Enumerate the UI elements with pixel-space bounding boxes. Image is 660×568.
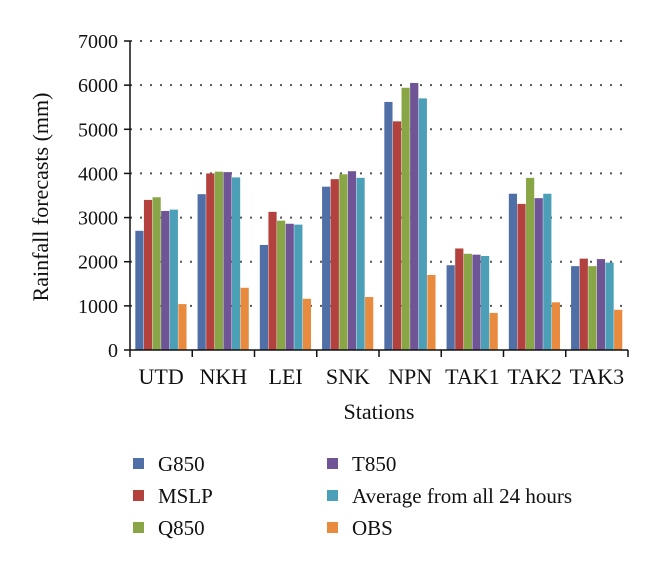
legend-label: G850 — [158, 452, 205, 476]
axes — [124, 40, 629, 357]
bar-npn-mslp — [392, 121, 402, 350]
bar-lei-g850 — [259, 244, 269, 350]
bar-tak1-t850 — [472, 254, 481, 350]
bar-nkh-mslp — [206, 173, 215, 350]
x-category-label: UTD — [139, 364, 184, 389]
x-axis-title: Stations — [344, 399, 415, 424]
bar-lei-obs — [302, 298, 312, 350]
bar-tak1-g850 — [446, 265, 455, 350]
y-tick-label: 2000 — [78, 252, 118, 274]
x-category-labels: UTD NKH LEI SNK NPN TAK1 TAK2 TAK3 — [139, 364, 625, 389]
legend-swatch — [133, 490, 144, 501]
y-tick-label: 3000 — [78, 208, 118, 230]
bar-tak2-obs — [551, 302, 561, 350]
bar-tak2-t850 — [534, 198, 543, 350]
y-axis-title: Rainfall forecasts (mm) — [28, 93, 53, 302]
y-tick-label: 6000 — [78, 75, 118, 97]
legend-swatch — [327, 522, 338, 533]
bar-utd-t850 — [161, 210, 170, 350]
bar-tak1-obs — [489, 312, 498, 350]
legend-swatch — [133, 522, 144, 533]
legend-swatch — [133, 458, 144, 469]
y-tick-labels: 0 1000 2000 3000 4000 5000 6000 7000 — [78, 31, 118, 362]
bar-tak3-average-from-all-24-hours — [605, 262, 614, 350]
bar-npn-q850 — [401, 87, 410, 350]
bar-nkh-q850 — [214, 171, 223, 350]
y-tick-label: 7000 — [78, 31, 118, 53]
bar-tak2-mslp — [517, 203, 526, 350]
bar-tak3-obs — [614, 309, 623, 350]
bar-snk-q850 — [339, 174, 348, 350]
bar-tak3-t850 — [596, 259, 606, 350]
bar-tak1-mslp — [455, 248, 464, 350]
bar-tak3-mslp — [579, 258, 588, 350]
x-category-label: TAK3 — [570, 364, 624, 389]
y-tick-label: 4000 — [78, 163, 118, 185]
bar-nkh-obs — [240, 287, 249, 350]
bar-nkh-average-from-all-24-hours — [231, 177, 241, 350]
bar-nkh-t850 — [223, 172, 232, 350]
y-tick-label: 0 — [108, 340, 118, 362]
bar-lei-t850 — [285, 223, 294, 350]
y-tick-label: 5000 — [78, 119, 118, 141]
bars — [135, 82, 623, 350]
bar-utd-q850 — [152, 197, 161, 350]
legend-swatch — [327, 458, 338, 469]
x-category-label: LEI — [269, 364, 303, 389]
bar-lei-q850 — [277, 220, 286, 350]
legend-label: T850 — [352, 452, 396, 476]
bar-snk-g850 — [322, 186, 331, 350]
x-category-label: NPN — [388, 364, 432, 389]
bar-tak1-average-from-all-24-hours — [480, 255, 490, 350]
bar-snk-average-from-all-24-hours — [356, 177, 365, 350]
legend-label: Q850 — [158, 516, 205, 540]
x-category-label: TAK1 — [445, 364, 499, 389]
x-category-label: NKH — [200, 364, 248, 389]
bar-tak2-g850 — [508, 193, 518, 350]
bar-utd-average-from-all-24-hours — [169, 209, 178, 350]
bar-lei-mslp — [268, 211, 277, 350]
x-category-label: SNK — [326, 364, 370, 389]
bar-tak2-average-from-all-24-hours — [543, 193, 552, 350]
bar-npn-obs — [427, 274, 436, 350]
legend-label: MSLP — [158, 484, 213, 508]
bar-snk-t850 — [347, 171, 357, 350]
legend-label: Average from all 24 hours — [352, 484, 572, 508]
bar-utd-obs — [178, 304, 187, 350]
bar-snk-mslp — [330, 179, 339, 350]
bar-snk-obs — [365, 297, 374, 350]
bar-utd-g850 — [135, 230, 144, 350]
bar-npn-t850 — [410, 82, 419, 350]
bar-nkh-g850 — [197, 194, 206, 350]
bar-npn-average-from-all-24-hours — [418, 98, 427, 350]
y-tick-label: 1000 — [78, 296, 118, 318]
x-category-label: TAK2 — [507, 364, 561, 389]
bar-tak1-q850 — [463, 253, 472, 350]
bar-lei-average-from-all-24-hours — [294, 224, 303, 350]
bar-utd-mslp — [143, 199, 153, 350]
bar-tak2-q850 — [526, 177, 535, 350]
legend-label: OBS — [352, 516, 393, 540]
legend: G850 MSLP Q850 T850 Average from all 24 hour… — [133, 452, 572, 540]
bar-tak3-g850 — [571, 266, 580, 350]
legend-swatch — [327, 490, 338, 501]
bar-npn-g850 — [384, 101, 393, 350]
bar-tak3-q850 — [588, 266, 597, 350]
